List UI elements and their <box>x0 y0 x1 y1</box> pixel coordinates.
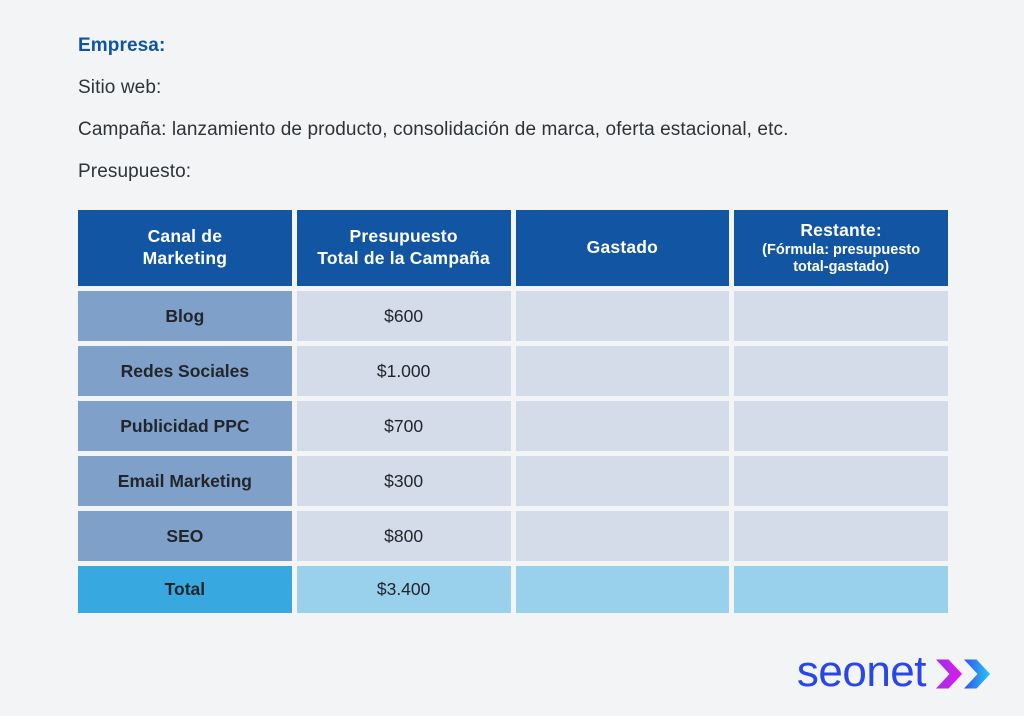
budget-cell: $800 <box>296 511 511 561</box>
header-spent-line1: Gastado <box>586 237 659 258</box>
channel-cell: Blog <box>78 291 292 341</box>
header-channel: Canal de Marketing <box>78 210 292 286</box>
table-row-total: Total $3.400 <box>78 566 948 613</box>
channel-cell: SEO <box>78 511 292 561</box>
remaining-cell[interactable] <box>734 511 948 561</box>
header-remaining: Restante: (Fórmula: presupuesto total-ga… <box>734 210 948 286</box>
channel-cell: Email Marketing <box>78 456 292 506</box>
spent-cell[interactable] <box>515 511 730 561</box>
header-channel-line1: Canal de <box>147 226 223 247</box>
table-row-redes-sociales: Redes Sociales $1.000 <box>78 346 948 396</box>
total-budget-cell: $3.400 <box>296 566 511 613</box>
header-remaining-line1: Restante: <box>800 220 882 241</box>
total-label-cell: Total <box>78 566 292 613</box>
company-label: Empresa: <box>78 35 166 56</box>
seonet-wordmark: seonet <box>796 647 927 696</box>
spent-cell[interactable] <box>515 346 730 396</box>
channel-cell: Redes Sociales <box>78 346 292 396</box>
spent-cell[interactable] <box>515 401 730 451</box>
header-budget: Presupuesto Total de la Campaña <box>296 210 511 286</box>
remaining-cell[interactable] <box>734 456 948 506</box>
table-row-publicidad-ppc: Publicidad PPC $700 <box>78 401 948 451</box>
remaining-cell[interactable] <box>734 346 948 396</box>
budget-cell: $300 <box>296 456 511 506</box>
intro-block: Empresa: Sitio web: Campaña: lanzamiento… <box>78 36 788 204</box>
remaining-cell[interactable] <box>734 401 948 451</box>
double-chevron-icon <box>936 659 991 689</box>
campaign-label: Campaña: lanzamiento de producto, consol… <box>78 119 789 140</box>
budget-cell: $600 <box>296 291 511 341</box>
spent-cell[interactable] <box>515 456 730 506</box>
table-row-email-marketing: Email Marketing $300 <box>78 456 948 506</box>
budget-label: Presupuesto: <box>78 161 192 182</box>
table-row-seo: SEO $800 <box>78 511 948 561</box>
remaining-cell[interactable] <box>734 291 948 341</box>
table-row-blog: Blog $600 <box>78 291 948 341</box>
header-budget-line2: Total de la Campaña <box>317 248 490 268</box>
seonet-logo: seonet <box>797 650 992 694</box>
header-remaining-subtitle: (Fórmula: presupuesto total-gastado) <box>762 242 921 275</box>
budget-cell: $700 <box>296 401 511 451</box>
total-remaining-cell[interactable] <box>734 566 948 613</box>
website-label: Sitio web: <box>78 77 162 98</box>
channel-cell: Publicidad PPC <box>78 401 292 451</box>
spent-cell[interactable] <box>515 291 730 341</box>
budget-table: Canal de Marketing Presupuesto Total de … <box>78 210 948 618</box>
header-channel-line2: Marketing <box>142 248 228 268</box>
header-budget-line1: Presupuesto <box>349 226 458 247</box>
budget-cell: $1.000 <box>296 346 511 396</box>
header-spent: Gastado <box>515 210 730 286</box>
total-spent-cell[interactable] <box>515 566 730 613</box>
table-header-row: Canal de Marketing Presupuesto Total de … <box>78 210 948 286</box>
